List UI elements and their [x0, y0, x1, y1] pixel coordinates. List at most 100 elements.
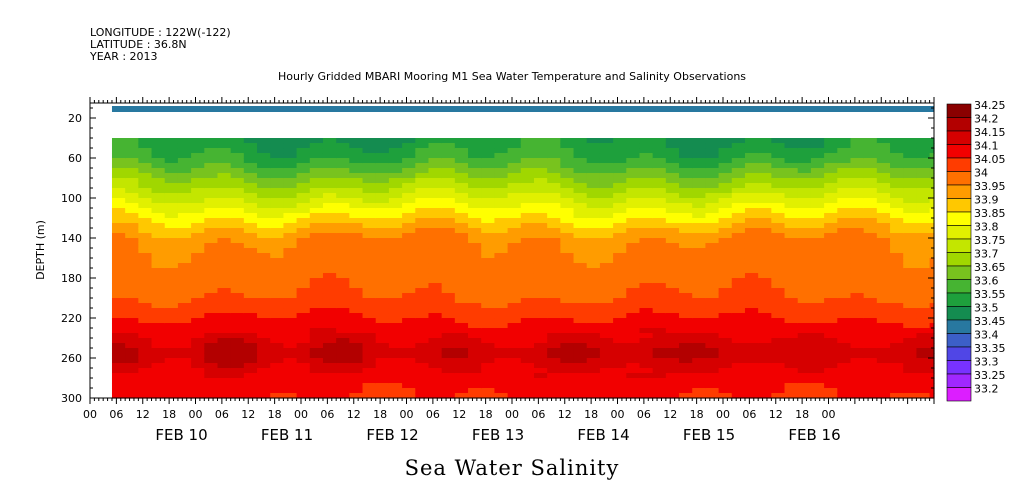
- field-cell: [296, 223, 311, 229]
- field-cell: [415, 203, 430, 209]
- field-cell: [810, 363, 825, 369]
- field-cell: [230, 213, 245, 219]
- field-cell: [243, 278, 258, 284]
- field-cell: [837, 308, 852, 314]
- field-cell: [797, 298, 812, 304]
- field-cell: [613, 268, 627, 274]
- field-cell: [191, 348, 205, 354]
- field-cell: [824, 338, 838, 344]
- field-cell: [336, 218, 350, 224]
- field-cell: [217, 368, 232, 374]
- field-cell: [349, 228, 364, 234]
- field-cell: [705, 368, 720, 374]
- field-cell: [890, 148, 904, 154]
- field-cell: [388, 243, 403, 249]
- field-cell: [573, 298, 588, 304]
- field-cell: [375, 238, 390, 244]
- field-cell: [441, 173, 456, 179]
- field-cell: [204, 283, 219, 289]
- field-cell: [428, 263, 443, 269]
- field-cell: [243, 138, 258, 144]
- legend-swatch: [946, 130, 972, 145]
- field-cell: [560, 273, 575, 279]
- field-cell: [507, 258, 522, 264]
- field-cell: [771, 148, 786, 154]
- field-cell: [217, 353, 232, 359]
- field-cell: [758, 238, 772, 244]
- field-cell: [679, 178, 693, 184]
- field-cell: [428, 183, 443, 189]
- field-cell: [758, 253, 772, 259]
- field-cell: [296, 188, 311, 194]
- field-cell: [890, 343, 904, 349]
- field-cell: [547, 368, 561, 374]
- field-cell: [230, 288, 245, 294]
- field-cell: [665, 393, 680, 399]
- field-cell: [415, 223, 430, 229]
- field-cell: [665, 273, 680, 279]
- field-cell: [349, 303, 364, 309]
- field-cell: [573, 348, 588, 354]
- field-cell: [626, 208, 641, 214]
- field-cell: [138, 308, 153, 314]
- field-cell: [283, 388, 298, 394]
- field-cell: [929, 213, 935, 219]
- field-cell: [810, 308, 825, 314]
- field-cell: [744, 318, 759, 324]
- field-cell: [217, 143, 232, 149]
- field-cell: [876, 298, 891, 304]
- field-cell: [533, 393, 548, 399]
- field-cell: [771, 253, 786, 259]
- field-cell: [718, 303, 733, 309]
- field-cell: [890, 318, 904, 324]
- field-cell: [309, 358, 324, 364]
- field-cell: [428, 238, 443, 244]
- field-cell: [283, 223, 298, 229]
- field-cell: [415, 348, 430, 354]
- field-cell: [547, 333, 561, 339]
- field-cell: [494, 373, 509, 379]
- field-cell: [177, 308, 192, 314]
- field-cell: [454, 333, 469, 339]
- field-cell: [850, 163, 865, 169]
- field-cell: [533, 313, 548, 319]
- field-cell: [560, 373, 575, 379]
- field-cell: [402, 278, 416, 284]
- field-cell: [626, 378, 641, 384]
- field-cell: [613, 233, 627, 239]
- field-cell: [890, 173, 904, 179]
- field-cell: [151, 138, 166, 144]
- field-cell: [784, 343, 799, 349]
- field-cell: [613, 198, 627, 204]
- field-cell: [257, 228, 271, 234]
- field-cell: [705, 248, 720, 254]
- field-cell: [797, 343, 812, 349]
- field-cell: [191, 223, 205, 229]
- field-cell: [679, 278, 693, 284]
- field-cell: [652, 208, 667, 214]
- field-cell: [929, 373, 935, 379]
- field-cell: [547, 153, 561, 159]
- field-cell: [520, 238, 535, 244]
- field-cell: [705, 138, 720, 144]
- field-cell: [850, 373, 865, 379]
- field-cell: [296, 233, 311, 239]
- field-cell: [573, 233, 588, 239]
- field-cell: [797, 183, 812, 189]
- field-cell: [111, 273, 126, 279]
- field-cell: [204, 188, 219, 194]
- field-cell: [177, 393, 192, 399]
- field-cell: [322, 158, 337, 164]
- field-cell: [125, 148, 139, 154]
- field-cell: [388, 208, 403, 214]
- field-cell: [758, 273, 772, 279]
- field-cell: [309, 323, 324, 329]
- field-cell: [560, 143, 575, 149]
- field-cell: [731, 168, 746, 174]
- field-cell: [375, 373, 390, 379]
- field-cell: [652, 343, 667, 349]
- field-cell: [454, 228, 469, 234]
- field-cell: [679, 303, 693, 309]
- field-cell: [296, 318, 311, 324]
- field-cell: [547, 328, 561, 334]
